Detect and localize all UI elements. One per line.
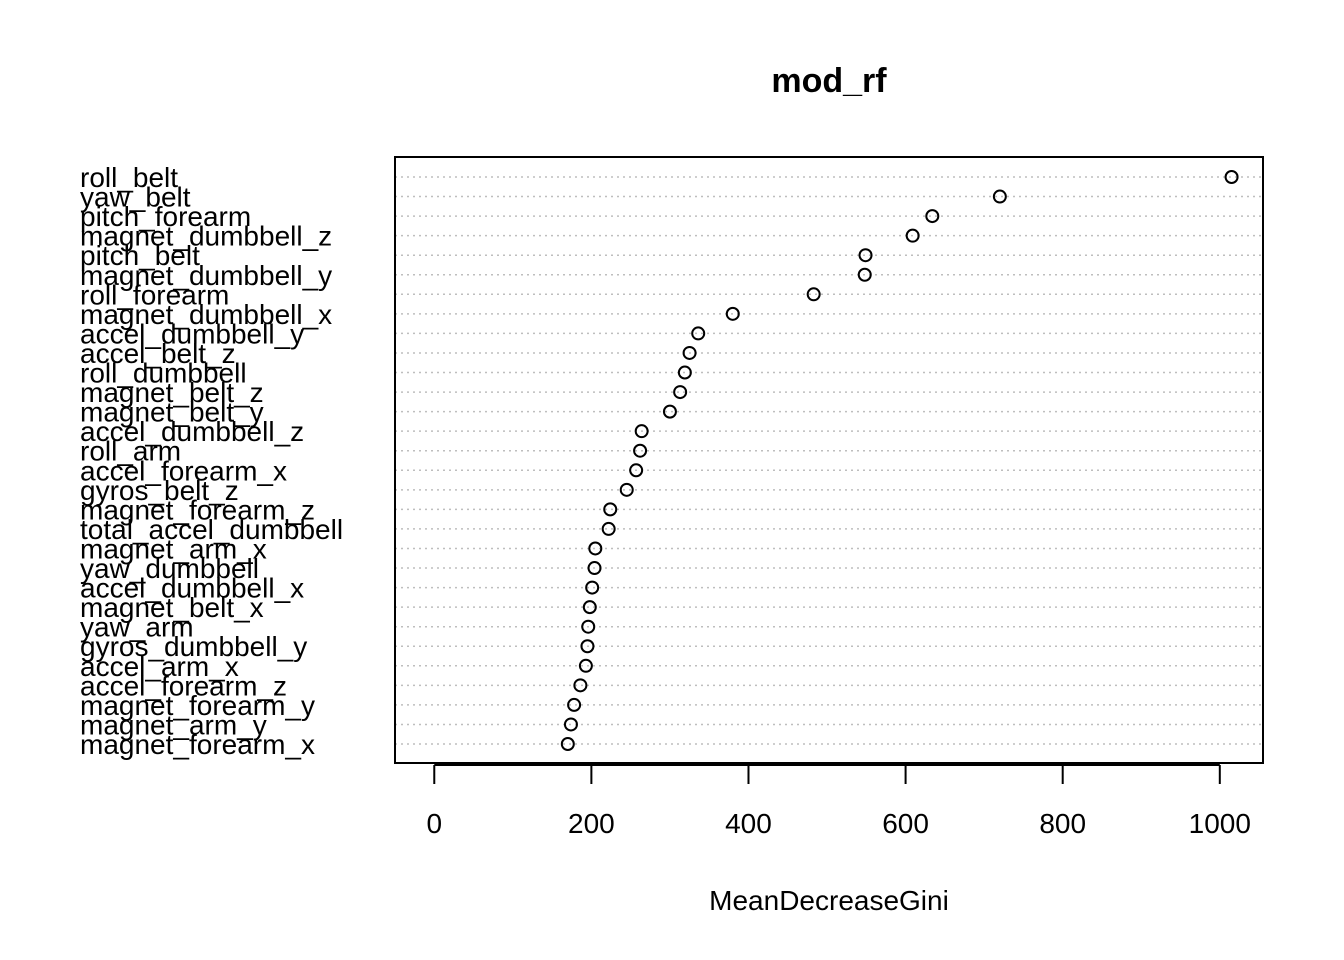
- data-point: [673, 385, 688, 400]
- data-point: [677, 365, 692, 380]
- data-point: [857, 267, 872, 282]
- variable-label: gyros_belt_z: [80, 475, 239, 506]
- variable-label: magnet_belt_x: [80, 592, 264, 623]
- data-point: [905, 228, 920, 243]
- x-tick-label: 600: [882, 808, 929, 839]
- variable-label: yaw_arm: [80, 612, 194, 643]
- plot-frame: [394, 156, 1264, 764]
- data-point: [858, 248, 873, 263]
- variable-label: magnet_belt_z: [80, 377, 264, 408]
- x-axis-label: MeanDecreaseGini: [709, 885, 949, 916]
- data-point: [587, 561, 602, 576]
- variable-label: magnet_forearm_z: [80, 494, 315, 525]
- x-tick-label: 0: [426, 808, 442, 839]
- data-point: [580, 639, 595, 654]
- variable-label: accel_dumbbell_y: [80, 318, 304, 349]
- data-point: [925, 209, 940, 224]
- x-axis: 0 200 400 600 800 1000: [426, 764, 1251, 839]
- variable-label: pitch_forearm: [80, 201, 251, 232]
- data-point: [567, 697, 582, 712]
- variable-label: magnet_forearm_y: [80, 690, 315, 721]
- chart-title: mod_rf: [771, 62, 887, 100]
- variable-labels: roll_beltyaw_beltpitch_forearmmagnet_dum…: [80, 162, 343, 760]
- variable-label: total_accel_dumbbell: [80, 514, 343, 545]
- variable-label: yaw_belt: [80, 182, 191, 213]
- variable-label: magnet_dumbbell_x: [80, 299, 332, 330]
- data-point: [634, 424, 649, 439]
- data-point: [806, 287, 821, 302]
- variable-label: magnet_dumbbell_y: [80, 260, 332, 291]
- variable-label: magnet_dumbbell_z: [80, 221, 332, 252]
- variable-label: magnet_belt_y: [80, 397, 264, 428]
- data-point: [560, 737, 575, 751]
- variable-label: yaw_dumbbell: [80, 553, 259, 584]
- variable-label: roll_dumbbell: [80, 358, 247, 389]
- data-point: [691, 326, 706, 341]
- variable-label: accel_dumbbell_z: [80, 416, 304, 447]
- variable-label: accel_forearm_z: [80, 670, 287, 701]
- data-point: [603, 502, 618, 517]
- data-point: [582, 600, 597, 615]
- variable-label: roll_belt: [80, 162, 178, 193]
- data-point: [573, 678, 588, 693]
- variable-label: roll_arm: [80, 436, 181, 467]
- variable-label: accel_belt_z: [80, 338, 236, 369]
- data-point: [682, 345, 697, 360]
- data-point: [633, 443, 648, 458]
- data-point: [585, 580, 600, 595]
- variable-label: pitch_belt: [80, 240, 200, 271]
- data-point: [992, 189, 1007, 204]
- variable-label: roll_forearm: [80, 279, 229, 310]
- data-point: [629, 463, 644, 478]
- data-point: [725, 306, 740, 321]
- variable-label: accel_dumbbell_x: [80, 573, 304, 604]
- variable-label: gyros_dumbbell_y: [80, 631, 307, 662]
- data-point: [563, 717, 578, 732]
- data-point: [601, 521, 616, 536]
- variable-label: magnet_forearm_x: [80, 729, 315, 760]
- data-points: [560, 170, 1239, 751]
- variable-label: magnet_arm_y: [80, 709, 267, 740]
- data-point: [1224, 170, 1239, 184]
- variable-label: accel_forearm_x: [80, 455, 287, 486]
- variable-label: accel_arm_x: [80, 651, 239, 682]
- data-point: [662, 404, 677, 419]
- grid-lines: [395, 176, 1263, 745]
- variable-label: magnet_arm_x: [80, 533, 267, 564]
- x-tick-label: 1000: [1189, 808, 1251, 839]
- x-tick-label: 400: [725, 808, 772, 839]
- data-point: [619, 482, 634, 497]
- data-point: [578, 658, 593, 673]
- data-point: [581, 619, 596, 634]
- x-tick-label: 200: [568, 808, 615, 839]
- x-tick-label: 800: [1039, 808, 1086, 839]
- data-point: [588, 541, 603, 556]
